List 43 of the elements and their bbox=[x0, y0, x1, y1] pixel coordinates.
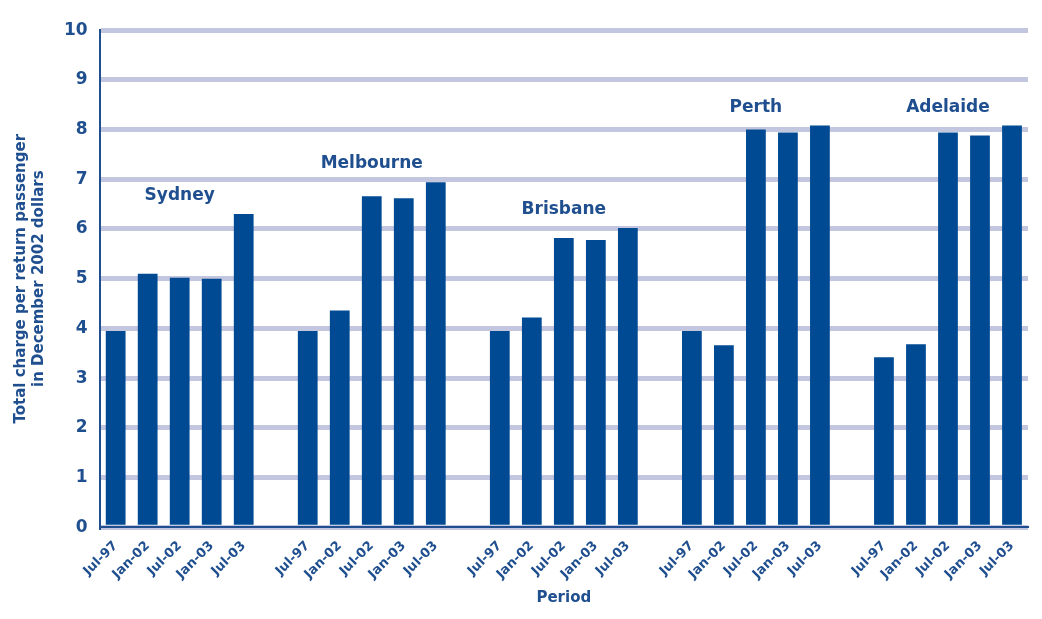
y-tick-label: 5 bbox=[75, 267, 88, 288]
y-tick-label: 7 bbox=[75, 167, 88, 188]
bar bbox=[553, 237, 574, 525]
y-tick-label: 9 bbox=[75, 68, 88, 89]
bar bbox=[489, 330, 510, 525]
bar bbox=[521, 317, 542, 525]
bar bbox=[393, 198, 414, 525]
y-tick-label: 1 bbox=[75, 465, 88, 486]
bar bbox=[714, 345, 734, 525]
series-label: Sydney bbox=[144, 184, 215, 205]
bar bbox=[425, 182, 446, 525]
x-axis-title: Period bbox=[536, 587, 592, 606]
y-tick-label: 2 bbox=[75, 416, 88, 437]
bar bbox=[105, 330, 126, 525]
series-label: Adelaide bbox=[906, 95, 990, 116]
bar bbox=[297, 330, 318, 525]
y-tick-label: 3 bbox=[75, 366, 88, 387]
bar bbox=[778, 132, 798, 525]
bar bbox=[329, 310, 350, 525]
bar bbox=[137, 273, 158, 525]
bar bbox=[874, 357, 894, 525]
bar bbox=[617, 228, 638, 525]
bar bbox=[810, 125, 830, 525]
series-label: Melbourne bbox=[320, 152, 423, 173]
y-tick-label: 4 bbox=[75, 316, 88, 337]
bar bbox=[233, 214, 254, 525]
y-tick-label: 10 bbox=[63, 18, 88, 39]
series-label: Perth bbox=[729, 95, 783, 116]
bar bbox=[938, 132, 958, 525]
y-tick-label: 8 bbox=[75, 118, 88, 139]
bar bbox=[361, 196, 382, 525]
bar bbox=[1002, 125, 1022, 525]
series-label: Brisbane bbox=[521, 197, 607, 218]
bar bbox=[681, 330, 702, 525]
bar bbox=[169, 277, 190, 525]
bar bbox=[746, 129, 766, 525]
bar bbox=[201, 278, 222, 525]
y-axis-title: Total charge per return passenger in December 2002 dollars bbox=[10, 133, 47, 424]
bar bbox=[970, 135, 990, 525]
y-tick-label: 6 bbox=[75, 217, 88, 238]
bar bbox=[906, 344, 926, 525]
bar bbox=[585, 239, 606, 525]
y-tick-label: 0 bbox=[75, 515, 88, 536]
